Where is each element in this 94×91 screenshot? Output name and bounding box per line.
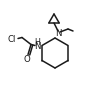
Text: O: O	[24, 55, 30, 64]
Text: N: N	[55, 28, 61, 37]
Text: Cl: Cl	[8, 35, 16, 44]
Text: N: N	[34, 42, 40, 51]
Text: H: H	[34, 38, 40, 47]
